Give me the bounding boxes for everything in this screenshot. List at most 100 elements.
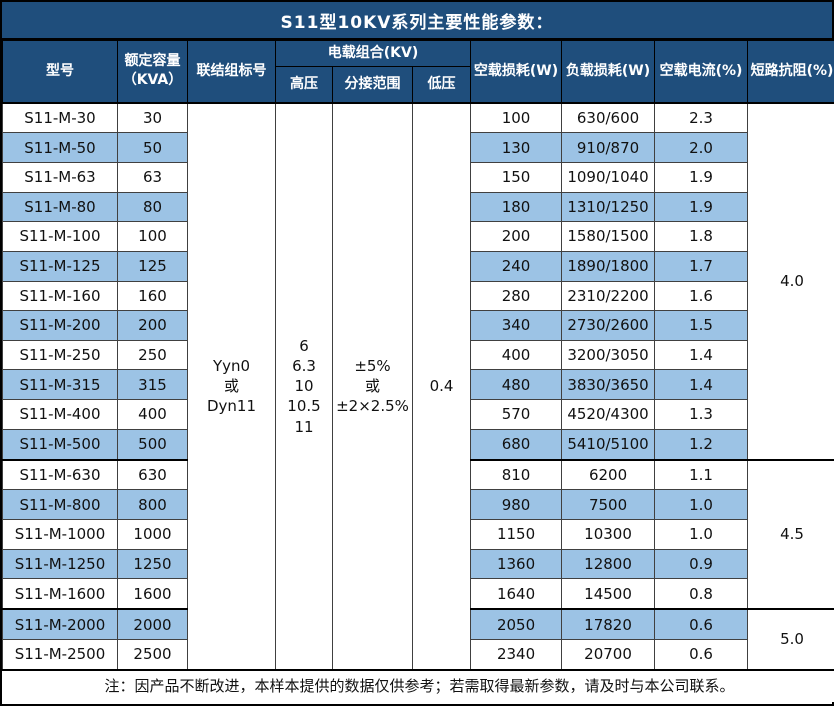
cell-load-loss: 1580/1500	[561, 221, 656, 252]
cell-no-load-loss: 150	[470, 161, 563, 193]
cell-model: S11-M-630	[2, 458, 118, 491]
cell-model: S11-M-200	[2, 310, 118, 341]
cell-capacity: 30	[117, 101, 188, 134]
table-footer: 注：因产品不断改进，本样本提供的数据仅供参考；若需取得最新参数，请及时与本公司联…	[2, 669, 834, 702]
cell-model: S11-M-2000	[2, 608, 118, 641]
cell-capacity: 63	[117, 161, 188, 193]
cell-no-load-loss: 200	[470, 221, 563, 252]
cell-no-load-loss: 810	[470, 458, 563, 491]
cell-load-loss: 1090/1040	[561, 161, 656, 193]
cell-no-load-current: 1.2	[654, 428, 749, 461]
cell-model: S11-M-500	[2, 428, 118, 461]
cell-model: S11-M-80	[2, 191, 118, 223]
merged-impedance: 5.0	[747, 608, 834, 671]
cell-capacity: 630	[117, 458, 188, 491]
merged-tap-range: ±5% 或 ±2×2.5%	[332, 102, 413, 671]
cell-load-loss: 1890/1800	[561, 250, 656, 282]
cell-no-load-current: 1.7	[654, 250, 749, 282]
cell-capacity: 1250	[117, 548, 188, 580]
cell-model: S11-M-315	[2, 369, 118, 401]
merged-hv: 6 6.3 10 10.5 11	[275, 102, 333, 671]
cell-no-load-current: 1.8	[654, 221, 749, 252]
cell-load-loss: 20700	[561, 639, 656, 671]
table-row: S11-M-2000 2000 2050 17820 0.6 5.0	[2, 608, 834, 671]
cell-no-load-loss: 2050	[470, 608, 563, 641]
cell-no-load-current: 1.5	[654, 310, 749, 341]
footnote: 注：因产品不断改进，本样本提供的数据仅供参考；若需取得最新参数，请及时与本公司联…	[2, 669, 834, 702]
cell-capacity: 80	[117, 191, 188, 223]
table-row: S11-M-400 400 570 4520/4300 1.3	[2, 399, 834, 430]
cell-capacity: 125	[117, 250, 188, 282]
table-row: S11-M-200 200 340 2730/2600 1.5	[2, 310, 834, 341]
col-header-no-load-current: 空载电流(%)	[654, 40, 749, 104]
col-header-voltage-combo: 电载组合(KV)	[274, 40, 472, 67]
cell-load-loss: 14500	[561, 578, 656, 610]
table-header: 型号 额定容量 （KVA） 联结组标号 电载组合(KV) 空载损耗(W) 负载损…	[2, 40, 834, 104]
table-row: S11-M-80 80 180 1310/1250 1.9	[2, 191, 834, 223]
cell-capacity: 1600	[117, 578, 188, 610]
cell-no-load-current: 1.4	[654, 369, 749, 401]
table-row: S11-M-315 315 480 3830/3650 1.4	[2, 369, 834, 401]
cell-no-load-loss: 1150	[470, 519, 563, 550]
cell-model: S11-M-160	[2, 280, 118, 312]
col-header-no-load-loss: 空载损耗(W)	[470, 40, 563, 104]
cell-no-load-current: 0.6	[654, 639, 749, 671]
cell-capacity: 315	[117, 369, 188, 401]
cell-model: S11-M-30	[2, 101, 118, 134]
col-header-hv: 高压	[275, 66, 333, 104]
cell-no-load-loss: 480	[470, 369, 563, 401]
col-header-connection: 联结组标号	[187, 40, 276, 104]
cell-no-load-current: 0.9	[654, 548, 749, 580]
cell-no-load-current: 1.4	[654, 339, 749, 371]
cell-no-load-loss: 1360	[470, 548, 563, 580]
cell-load-loss: 12800	[561, 548, 656, 580]
cell-load-loss: 1310/1250	[561, 191, 656, 223]
col-header-capacity: 额定容量 （KVA）	[117, 40, 188, 104]
cell-no-load-loss: 340	[470, 310, 563, 341]
cell-no-load-current: 1.0	[654, 489, 749, 521]
table-body: S11-M-30 30 Yyn0 或 Dyn11 6 6.3 10 10.5 11 ±5…	[2, 101, 834, 671]
cell-load-loss: 910/870	[561, 132, 656, 163]
cell-model: S11-M-250	[2, 339, 118, 371]
spec-table: 型号 额定容量 （KVA） 联结组标号 电载组合(KV) 空载损耗(W) 负载损…	[2, 40, 834, 702]
table-row: S11-M-30 30 Yyn0 或 Dyn11 6 6.3 10 10.5 11 ±5…	[2, 101, 834, 671]
cell-load-loss: 2310/2200	[561, 280, 656, 312]
cell-no-load-current: 0.8	[654, 578, 749, 610]
cell-capacity: 400	[117, 399, 188, 430]
col-header-load-loss: 负载损耗(W)	[561, 40, 656, 104]
cell-capacity: 160	[117, 280, 188, 312]
table-row: S11-M-250 250 400 3200/3050 1.4	[2, 339, 834, 371]
table-row: S11-M-630 630 810 6200 1.1 4.5	[2, 458, 834, 610]
cell-capacity: 250	[117, 339, 188, 371]
table-row: S11-M-2500 2500 2340 20700 0.6	[2, 639, 834, 671]
col-header-tap-range: 分接范围	[332, 66, 413, 104]
cell-model: S11-M-50	[2, 132, 118, 163]
table-row: S11-M-1600 1600 1640 14500 0.8	[2, 578, 834, 610]
merged-lv: 0.4	[411, 102, 472, 671]
cell-no-load-loss: 2340	[470, 639, 563, 671]
merged-impedance: 4.5	[747, 458, 834, 610]
page-title: S11型10KV系列主要性能参数：	[2, 2, 832, 40]
note-row: 注：因产品不断改进，本样本提供的数据仅供参考；若需取得最新参数，请及时与本公司联…	[2, 669, 834, 702]
cell-no-load-loss: 1640	[470, 578, 563, 610]
table-row: S11-M-63 63 150 1090/1040 1.9	[2, 161, 834, 193]
cell-no-load-loss: 280	[470, 280, 563, 312]
cell-no-load-loss: 680	[470, 428, 563, 461]
cell-load-loss: 3830/3650	[561, 369, 656, 401]
cell-no-load-loss: 180	[470, 191, 563, 223]
table-row: S11-M-160 160 280 2310/2200 1.6	[2, 280, 834, 312]
cell-capacity: 200	[117, 310, 188, 341]
table-row: S11-M-500 500 680 5410/5100 1.2	[2, 428, 834, 461]
cell-no-load-loss: 980	[470, 489, 563, 521]
cell-no-load-current: 1.9	[654, 191, 749, 223]
cell-capacity: 1000	[117, 519, 188, 550]
cell-capacity: 2500	[117, 639, 188, 671]
table-row: S11-M-800 800 980 7500 1.0	[2, 489, 834, 521]
table-row: S11-M-1250 1250 1360 12800 0.9	[2, 548, 834, 580]
col-header-lv: 低压	[411, 66, 472, 104]
cell-no-load-current: 2.0	[654, 132, 749, 163]
cell-model: S11-M-400	[2, 399, 118, 430]
cell-load-loss: 3200/3050	[561, 339, 656, 371]
cell-no-load-current: 0.6	[654, 608, 749, 641]
cell-no-load-loss: 130	[470, 132, 563, 163]
